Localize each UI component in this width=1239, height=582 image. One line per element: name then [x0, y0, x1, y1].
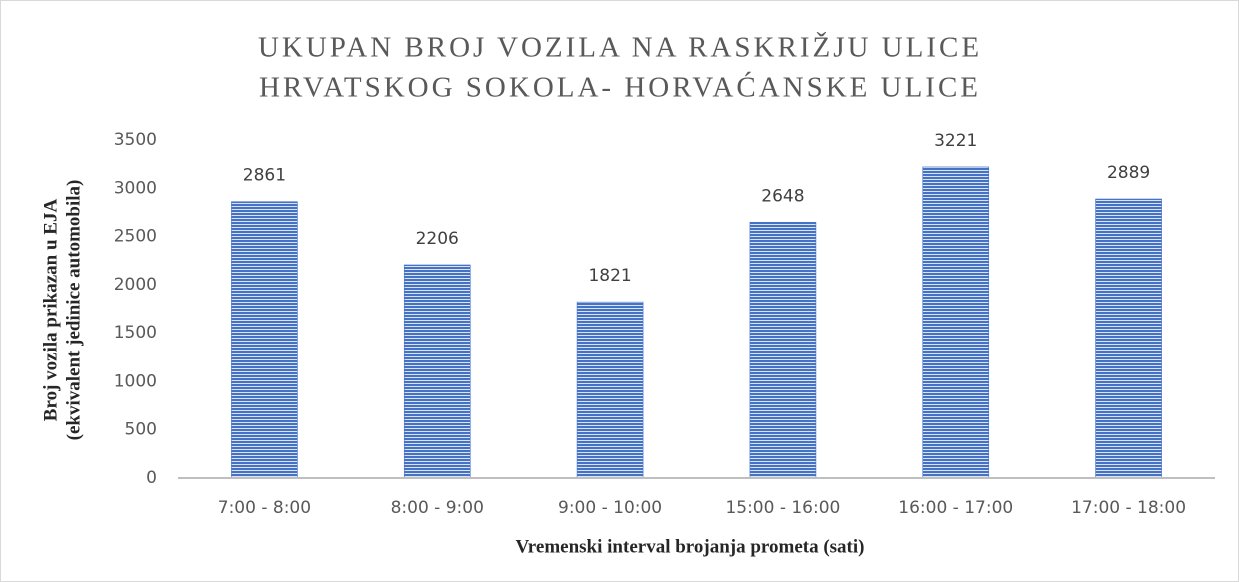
- y-tick-label: 0: [146, 468, 157, 488]
- chart-title: UKUPAN BROJ VOZILA NA RASKRIŽJU ULICE: [258, 31, 982, 64]
- x-axis-label: Vremenski interval brojanja prometa (sat…: [516, 536, 865, 557]
- data-label: 2861: [243, 166, 286, 186]
- chart-title: HRVATSKOG SOKOLA- HORVAĆANSKE ULICE: [259, 71, 981, 104]
- x-tick-label: 17:00 - 18:00: [1071, 498, 1186, 518]
- y-tick-label: 1500: [114, 323, 157, 343]
- y-tick-label: 500: [125, 420, 157, 440]
- data-label: 1821: [588, 266, 631, 286]
- x-tick-label: 7:00 - 8:00: [218, 498, 311, 518]
- y-tick-label: 2000: [114, 275, 157, 295]
- data-label: 3221: [934, 131, 977, 151]
- y-axis-label: (ekvivalent jedinice automobila): [63, 180, 84, 441]
- x-tick-label: 16:00 - 17:00: [898, 498, 1013, 518]
- x-tick-label: 8:00 - 9:00: [391, 498, 484, 518]
- data-label: 2889: [1107, 163, 1150, 183]
- bar: [922, 166, 990, 479]
- x-tick-label: 9:00 - 10:00: [558, 498, 662, 518]
- y-tick-label: 1000: [114, 371, 157, 391]
- bar: [231, 201, 298, 479]
- x-tick-label: 15:00 - 16:00: [725, 498, 840, 518]
- bar: [1095, 198, 1162, 479]
- data-label: 2648: [761, 186, 804, 206]
- y-tick-label: 2500: [114, 227, 157, 247]
- bar: [749, 221, 817, 479]
- y-tick-label: 3000: [114, 178, 157, 198]
- data-label: 2206: [416, 229, 459, 249]
- bar: [576, 301, 644, 479]
- bar: [403, 264, 471, 479]
- y-tick-label: 3500: [114, 130, 157, 150]
- y-axis-label: Broj vozila prikazan u EJA: [40, 199, 61, 422]
